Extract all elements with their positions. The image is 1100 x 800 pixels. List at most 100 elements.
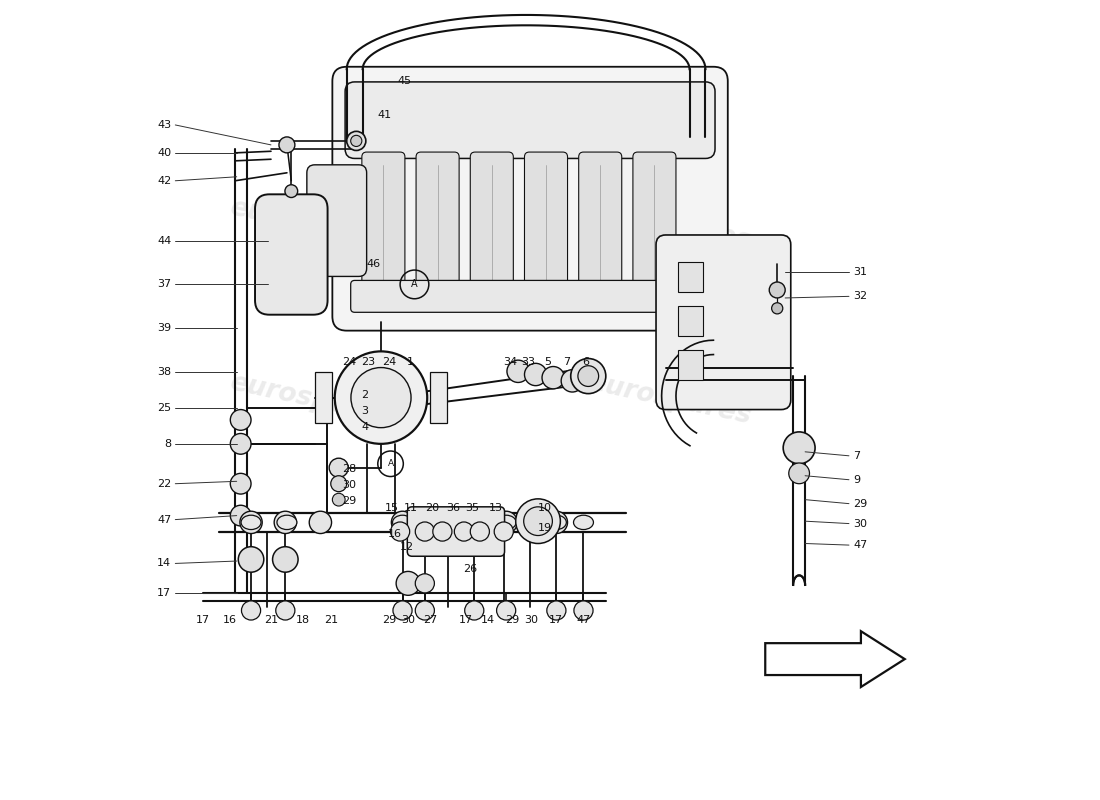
Text: 24: 24 [382, 357, 396, 366]
Text: eurospares: eurospares [585, 370, 754, 430]
Ellipse shape [496, 515, 516, 530]
Text: 19: 19 [538, 522, 551, 533]
Text: 17: 17 [549, 615, 563, 625]
Text: 17: 17 [157, 588, 172, 598]
Circle shape [332, 494, 345, 506]
Ellipse shape [547, 515, 567, 530]
Text: 30: 30 [342, 480, 356, 490]
Ellipse shape [393, 515, 412, 530]
Text: 47: 47 [576, 615, 591, 625]
Text: 30: 30 [525, 615, 539, 625]
Text: 29: 29 [382, 615, 396, 625]
Circle shape [276, 601, 295, 620]
Text: 34: 34 [503, 357, 517, 366]
Text: 5: 5 [544, 357, 551, 366]
Circle shape [392, 511, 414, 534]
Text: eurospares: eurospares [585, 194, 754, 254]
Text: 44: 44 [157, 235, 172, 246]
Text: 37: 37 [157, 279, 172, 290]
Text: 10: 10 [538, 502, 551, 513]
Text: 17: 17 [196, 615, 210, 625]
Text: 23: 23 [361, 357, 375, 366]
Text: 15: 15 [385, 502, 399, 513]
Text: 36: 36 [446, 502, 460, 513]
Text: 12: 12 [399, 542, 414, 553]
Text: 28: 28 [342, 464, 356, 474]
Circle shape [432, 522, 452, 541]
FancyBboxPatch shape [656, 235, 791, 410]
Circle shape [346, 131, 366, 150]
Circle shape [507, 360, 529, 382]
Circle shape [334, 351, 427, 444]
FancyBboxPatch shape [471, 152, 514, 301]
Text: 26: 26 [463, 564, 477, 574]
Text: 20: 20 [425, 502, 439, 513]
Circle shape [454, 522, 473, 541]
Text: 41: 41 [378, 110, 392, 119]
Text: 30: 30 [852, 518, 867, 529]
Text: 27: 27 [424, 615, 438, 625]
Text: 47: 47 [157, 514, 172, 525]
Circle shape [285, 185, 298, 198]
Circle shape [390, 522, 409, 541]
Text: 29: 29 [505, 615, 519, 625]
FancyBboxPatch shape [416, 152, 459, 301]
Circle shape [783, 432, 815, 464]
Text: 16: 16 [387, 529, 402, 539]
Text: 7: 7 [852, 451, 860, 461]
Text: 11: 11 [405, 502, 418, 513]
Circle shape [471, 522, 490, 541]
Circle shape [416, 601, 434, 620]
Circle shape [416, 574, 434, 593]
Circle shape [496, 601, 516, 620]
Circle shape [230, 410, 251, 430]
Text: 38: 38 [157, 367, 172, 377]
Text: 17: 17 [459, 615, 473, 625]
FancyBboxPatch shape [407, 507, 505, 556]
Text: A: A [411, 279, 418, 290]
Circle shape [230, 474, 251, 494]
FancyBboxPatch shape [362, 152, 405, 301]
Text: 42: 42 [157, 176, 172, 186]
Circle shape [769, 282, 785, 298]
Bar [430, 372, 448, 423]
Circle shape [495, 511, 517, 534]
Circle shape [516, 499, 560, 543]
Text: eurospares: eurospares [227, 370, 395, 430]
Circle shape [494, 522, 514, 541]
Text: 33: 33 [521, 357, 536, 366]
Circle shape [416, 522, 434, 541]
Text: 21: 21 [264, 615, 278, 625]
Circle shape [789, 463, 810, 484]
Text: 22: 22 [157, 478, 172, 489]
Circle shape [230, 506, 251, 526]
Text: 21: 21 [323, 615, 338, 625]
Text: 2: 2 [362, 390, 369, 400]
Bar [678, 350, 703, 380]
Text: 1: 1 [407, 357, 414, 366]
Circle shape [547, 601, 565, 620]
FancyBboxPatch shape [579, 152, 621, 301]
Circle shape [240, 511, 262, 534]
FancyBboxPatch shape [307, 165, 366, 277]
Circle shape [309, 511, 331, 534]
Text: 29: 29 [342, 496, 356, 506]
Text: 4: 4 [362, 422, 369, 432]
Bar [678, 262, 703, 292]
Circle shape [414, 511, 436, 534]
Ellipse shape [415, 515, 434, 530]
Circle shape [331, 476, 346, 492]
Text: 39: 39 [157, 323, 172, 334]
Polygon shape [766, 631, 905, 687]
Text: 14: 14 [157, 558, 172, 569]
FancyBboxPatch shape [632, 152, 676, 301]
FancyBboxPatch shape [332, 66, 728, 330]
Ellipse shape [464, 515, 484, 530]
Text: 8: 8 [164, 439, 172, 449]
Text: 43: 43 [157, 120, 172, 130]
Circle shape [546, 511, 568, 534]
Circle shape [396, 571, 420, 595]
Circle shape [771, 302, 783, 314]
Text: 16: 16 [222, 615, 236, 625]
Text: 13: 13 [488, 502, 503, 513]
